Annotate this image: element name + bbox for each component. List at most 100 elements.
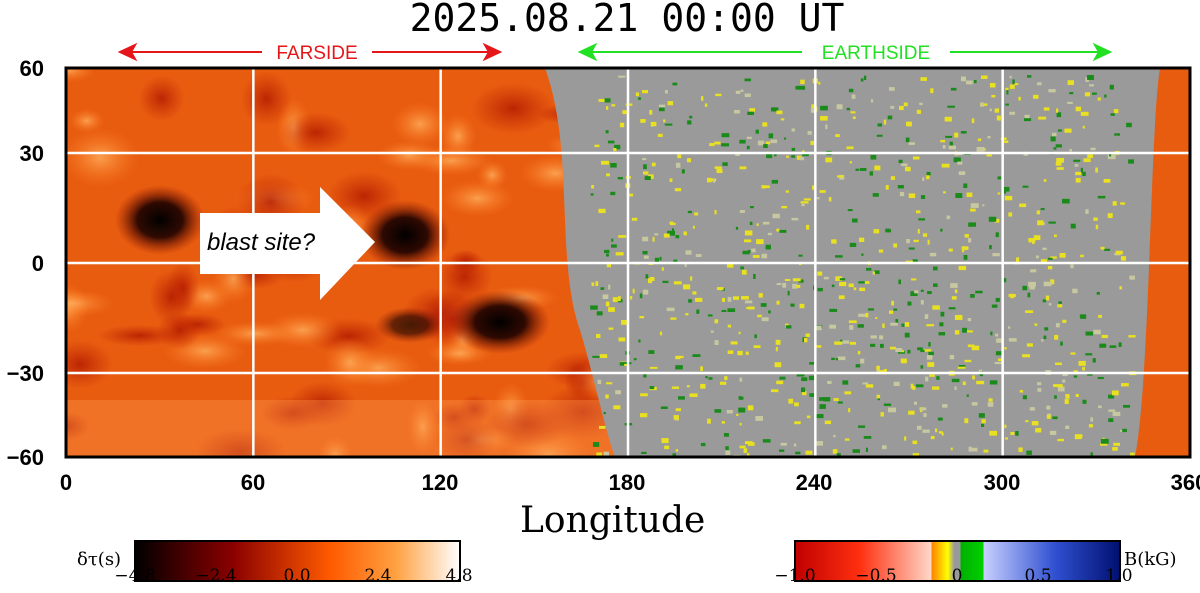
- texture-mark: [792, 278, 801, 282]
- texture-mark: [640, 413, 648, 418]
- texture-mark: [912, 259, 918, 263]
- texture-mark: [799, 156, 804, 161]
- texture-mark: [792, 283, 798, 289]
- texture-mark: [819, 190, 826, 193]
- texture-mark: [809, 393, 816, 397]
- texture-mark: [1078, 360, 1086, 366]
- texture-mark: [994, 108, 1000, 113]
- texture-mark: [875, 316, 878, 320]
- texture-mark: [757, 314, 762, 318]
- texture-mark: [739, 422, 742, 426]
- texture-mark: [926, 324, 934, 327]
- texture-mark: [684, 262, 687, 268]
- texture-mark: [982, 204, 985, 207]
- texture-mark: [757, 140, 765, 146]
- texture-mark: [873, 229, 880, 234]
- texture-mark: [1037, 382, 1042, 386]
- texture-mark: [1115, 250, 1123, 255]
- texture-mark: [907, 349, 911, 354]
- texture-mark: [948, 145, 957, 150]
- texture-mark: [712, 178, 715, 183]
- texture-mark: [943, 191, 946, 194]
- texture-mark: [827, 380, 832, 385]
- texture-mark: [66, 411, 90, 441]
- texture-mark: [842, 340, 850, 344]
- texture-mark: [739, 139, 746, 144]
- texture-mark: [1035, 255, 1039, 259]
- texture-mark: [1009, 111, 1016, 115]
- texture-mark: [849, 242, 857, 247]
- texture-mark: [1097, 195, 1106, 199]
- texture-mark: [735, 90, 741, 94]
- texture-mark: [590, 305, 598, 310]
- texture-mark: [692, 354, 701, 357]
- texture-mark: [780, 118, 785, 121]
- texture-mark: [922, 233, 928, 237]
- texture-mark: [949, 354, 955, 360]
- texture-mark: [608, 284, 611, 290]
- texture-mark: [825, 124, 828, 130]
- texture-mark: [762, 122, 768, 127]
- texture-mark: [744, 230, 753, 236]
- texture-mark: [790, 303, 795, 307]
- texture-mark: [1026, 343, 1033, 347]
- texture-mark: [966, 192, 973, 197]
- texture-mark: [1033, 235, 1041, 241]
- texture-mark: [820, 115, 828, 121]
- texture-mark: [727, 308, 736, 313]
- texture-mark: [964, 359, 972, 363]
- texture-mark: [990, 331, 993, 336]
- texture-mark: [771, 179, 778, 184]
- texture-mark: [638, 339, 641, 343]
- texture-mark: [929, 252, 937, 257]
- texture-mark: [853, 287, 857, 291]
- texture-mark: [991, 304, 998, 308]
- texture-mark: [611, 238, 614, 242]
- x-tick: 60: [240, 470, 266, 495]
- colorbar-left-tick: 2.4: [364, 566, 392, 586]
- texture-mark: [802, 152, 809, 157]
- texture-mark: [1044, 327, 1049, 331]
- texture-mark: [963, 255, 968, 260]
- texture-mark: [1055, 323, 1060, 328]
- texture-mark: [195, 428, 286, 457]
- texture-mark: [800, 201, 809, 204]
- texture-mark: [798, 254, 803, 257]
- texture-mark: [603, 412, 606, 415]
- texture-mark: [1069, 149, 1072, 152]
- texture-mark: [612, 297, 618, 302]
- texture-mark: [870, 154, 877, 160]
- texture-mark: [869, 171, 874, 176]
- texture-mark: [651, 162, 656, 167]
- texture-mark: [740, 266, 745, 270]
- texture-mark: [760, 303, 767, 307]
- texture-mark: [837, 356, 846, 361]
- texture-mark: [592, 442, 600, 447]
- texture-mark: [831, 284, 835, 288]
- texture-mark: [725, 446, 729, 451]
- texture-mark: [861, 253, 864, 256]
- texture-mark: [1038, 116, 1047, 120]
- texture-mark: [852, 116, 856, 120]
- y-tick: 30: [19, 141, 44, 166]
- texture-mark: [976, 380, 985, 385]
- y-tick: −60: [6, 445, 44, 470]
- texture-mark: [677, 154, 682, 159]
- texture-mark: [726, 263, 734, 268]
- texture-mark: [819, 404, 826, 409]
- texture-mark: [1082, 366, 1085, 371]
- texture-mark: [880, 343, 884, 348]
- texture-mark: [930, 88, 934, 94]
- texture-mark: [714, 409, 722, 413]
- x-tick: 120: [421, 470, 459, 495]
- colorbar-right-tick: −0.5: [855, 566, 897, 586]
- texture-mark: [1082, 125, 1085, 129]
- texture-mark: [1080, 314, 1087, 319]
- colorbar-left-tick: −2.4: [195, 566, 237, 586]
- texture-mark: [779, 376, 786, 380]
- texture-mark: [1043, 107, 1050, 111]
- texture-mark: [1110, 113, 1115, 116]
- texture-mark: [832, 449, 838, 454]
- texture-mark: [923, 413, 927, 418]
- texture-mark: [872, 193, 879, 197]
